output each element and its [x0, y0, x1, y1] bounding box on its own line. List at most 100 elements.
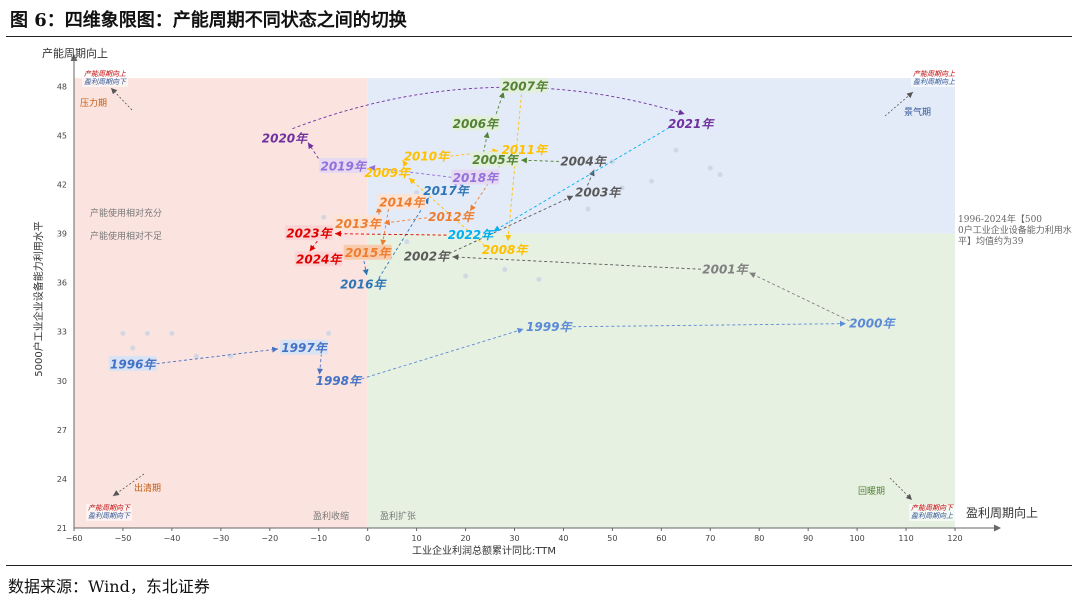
- year-label-bg: [284, 225, 333, 241]
- y-tick-label: 21: [57, 524, 67, 533]
- year-point-label: 2009年: [365, 166, 412, 180]
- year-point-label: 2015年: [345, 246, 392, 260]
- transition-arrow: [309, 240, 318, 252]
- quadrant-0-background: [74, 78, 368, 234]
- quadrant-2-background: [74, 233, 368, 529]
- corner-arrow: [889, 477, 913, 501]
- year-label-bg: [108, 355, 157, 371]
- x-tick-label: −60: [66, 534, 83, 543]
- region-note-capacity-insufficient: 产能使用相对不足: [90, 230, 162, 242]
- transition-arrow: [380, 209, 389, 246]
- x-tick-label: 0: [365, 534, 370, 543]
- x-tick-label: 30: [509, 534, 519, 543]
- year-label-bg: [451, 115, 500, 131]
- y-axis-label: 5000户工业企业设备能力利用水平: [32, 221, 45, 376]
- y-axis-arrowhead: [70, 54, 78, 61]
- year-point-label: 2000年: [849, 317, 896, 331]
- transition-arrow: [292, 86, 685, 130]
- x-tick-label: 10: [412, 534, 422, 543]
- background-point: [321, 214, 327, 220]
- transition-arrow: [378, 197, 430, 279]
- year-point-label: 2023年: [286, 227, 333, 241]
- x-tick-label: −10: [310, 534, 327, 543]
- x-tick-label: −40: [163, 534, 180, 543]
- background-point: [193, 353, 199, 359]
- transition-arrow: [369, 165, 452, 178]
- year-point-label: 2019年: [320, 160, 367, 174]
- year-point-label: 2005年: [472, 153, 519, 167]
- background-point: [463, 273, 469, 279]
- transition-arrow: [156, 346, 279, 365]
- x-tick-label: 50: [607, 534, 617, 543]
- y-tick-label: 27: [57, 426, 67, 435]
- corner-label-capacity: 产能周期向下: [911, 504, 954, 512]
- transition-arrow: [362, 261, 369, 276]
- year-point-label: 2010年: [404, 150, 451, 164]
- year-point-label: 2018年: [453, 171, 500, 185]
- year-point-label: 2014年: [379, 195, 426, 209]
- x-axis-arrowhead: [994, 524, 1001, 532]
- background-point: [502, 267, 508, 273]
- year-point-label: 1996年: [110, 357, 157, 371]
- transition-arrow: [493, 91, 505, 120]
- x-tick-label: 70: [705, 534, 715, 543]
- transition-arrow: [572, 320, 846, 328]
- transition-arrow: [448, 195, 574, 255]
- transition-arrow: [587, 169, 595, 186]
- transition-arrow: [520, 157, 560, 164]
- year-label-bg: [470, 151, 519, 167]
- x-tick-label: 120: [947, 534, 962, 543]
- year-label-bg: [451, 169, 500, 185]
- x-tick-label: 40: [558, 534, 568, 543]
- y-tick-label: 36: [57, 279, 67, 288]
- background-point: [707, 165, 713, 171]
- year-point-label: 2002年: [404, 249, 451, 263]
- year-point-label: 1999年: [526, 320, 573, 334]
- x-tick-label: 90: [803, 534, 813, 543]
- x-tick-label: −30: [212, 534, 229, 543]
- year-point-label: 2016年: [340, 277, 387, 291]
- background-point: [649, 178, 655, 184]
- year-point-label: 1998年: [316, 374, 363, 388]
- year-point-label: 2003年: [575, 186, 622, 200]
- corner-label-profit: 盈利周期向下: [84, 78, 127, 86]
- top-rule: [6, 36, 1072, 37]
- y-axis-direction-label: 产能周期向上: [42, 46, 108, 60]
- region-note-profit-contract: 盈利收缩: [313, 510, 349, 522]
- y-tick-label: 42: [57, 181, 67, 190]
- background-point: [144, 330, 150, 336]
- background-point: [414, 190, 420, 196]
- corner-arrow: [110, 87, 133, 111]
- corner-label-box: [82, 70, 128, 87]
- x-axis-label: 工业企业利润总额累计同比:TTM: [412, 544, 556, 557]
- transition-arrow: [307, 142, 322, 164]
- background-point: [404, 239, 410, 245]
- transition-arrow: [452, 254, 702, 270]
- year-point-label: 1997年: [281, 341, 328, 355]
- x-tick-label: 60: [656, 534, 666, 543]
- x-tick-label: 100: [849, 534, 864, 543]
- transition-arrow: [408, 177, 485, 246]
- transition-arrow: [383, 217, 427, 226]
- quadrant-3-background: [367, 233, 956, 529]
- x-tick-label: 20: [460, 534, 470, 543]
- y-tick-label: 48: [57, 82, 67, 91]
- background-point: [120, 330, 126, 336]
- bottom-rule: [6, 565, 1072, 566]
- corner-label-capacity: 产能周期向下: [88, 504, 131, 512]
- year-label-bg: [280, 339, 329, 355]
- transition-arrow: [505, 94, 522, 242]
- quadrant-1-background: [367, 78, 956, 234]
- transition-arrow: [493, 127, 670, 232]
- year-label-bg: [333, 215, 382, 231]
- year-point-label: 2007年: [502, 79, 549, 93]
- year-label-bg: [319, 158, 368, 174]
- background-point: [169, 330, 175, 336]
- corner-label-box: [909, 504, 955, 521]
- year-point-label: 2024年: [296, 253, 343, 267]
- quadrant-chart: −60 −50 −40 −30 −20 −10 0 10 20 30 40 50 60 70 80 90 100…: [32, 46, 1072, 557]
- x-axis-direction-label: 盈利周期向上: [966, 505, 1038, 520]
- transition-arrow: [317, 353, 324, 375]
- year-point-label: 2011年: [502, 143, 549, 157]
- y-tick-label: 30: [57, 377, 67, 386]
